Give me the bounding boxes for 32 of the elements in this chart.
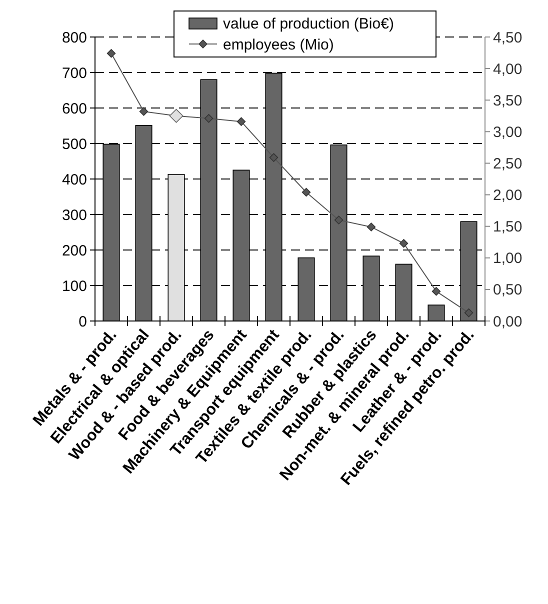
y2-tick-label: 2,00 bbox=[493, 187, 522, 204]
y-tick-label: 300 bbox=[62, 206, 87, 224]
point bbox=[334, 216, 344, 224]
y2-tick-label: 1,50 bbox=[493, 218, 522, 236]
y2-tick-label: 0,00 bbox=[493, 313, 522, 330]
y2-tick-label: 1,00 bbox=[493, 250, 522, 268]
y-tick-label: 400 bbox=[62, 171, 87, 188]
point bbox=[464, 308, 474, 318]
y2-tick-label: 4,50 bbox=[493, 29, 522, 46]
point bbox=[399, 239, 408, 248]
y2-tick-label: 0,50 bbox=[493, 282, 522, 299]
y-tick-label: 100 bbox=[62, 278, 87, 295]
y2-tick-label: 3,50 bbox=[493, 92, 522, 110]
y2-tick-label: 3,00 bbox=[493, 124, 522, 141]
point bbox=[106, 49, 116, 58]
y2-tick-label: 2,50 bbox=[493, 155, 522, 172]
legend-label: employees (Mio) bbox=[223, 36, 334, 54]
point bbox=[236, 117, 246, 126]
y-tick-label: 200 bbox=[62, 242, 87, 260]
y-tick-label: 700 bbox=[62, 64, 87, 82]
point bbox=[204, 114, 214, 123]
point bbox=[269, 153, 278, 162]
point bbox=[432, 286, 441, 296]
y2-tick-label: 4,00 bbox=[493, 60, 522, 78]
legend-label: value of production (Bio€) bbox=[223, 15, 394, 32]
point bbox=[366, 222, 376, 232]
point bbox=[302, 188, 311, 197]
point bbox=[139, 107, 148, 116]
y-tick-label: 800 bbox=[62, 29, 87, 46]
y-tick-label: 600 bbox=[62, 100, 87, 118]
y-tick-label: 500 bbox=[62, 136, 87, 153]
y-tick-label: 0 bbox=[78, 313, 87, 330]
